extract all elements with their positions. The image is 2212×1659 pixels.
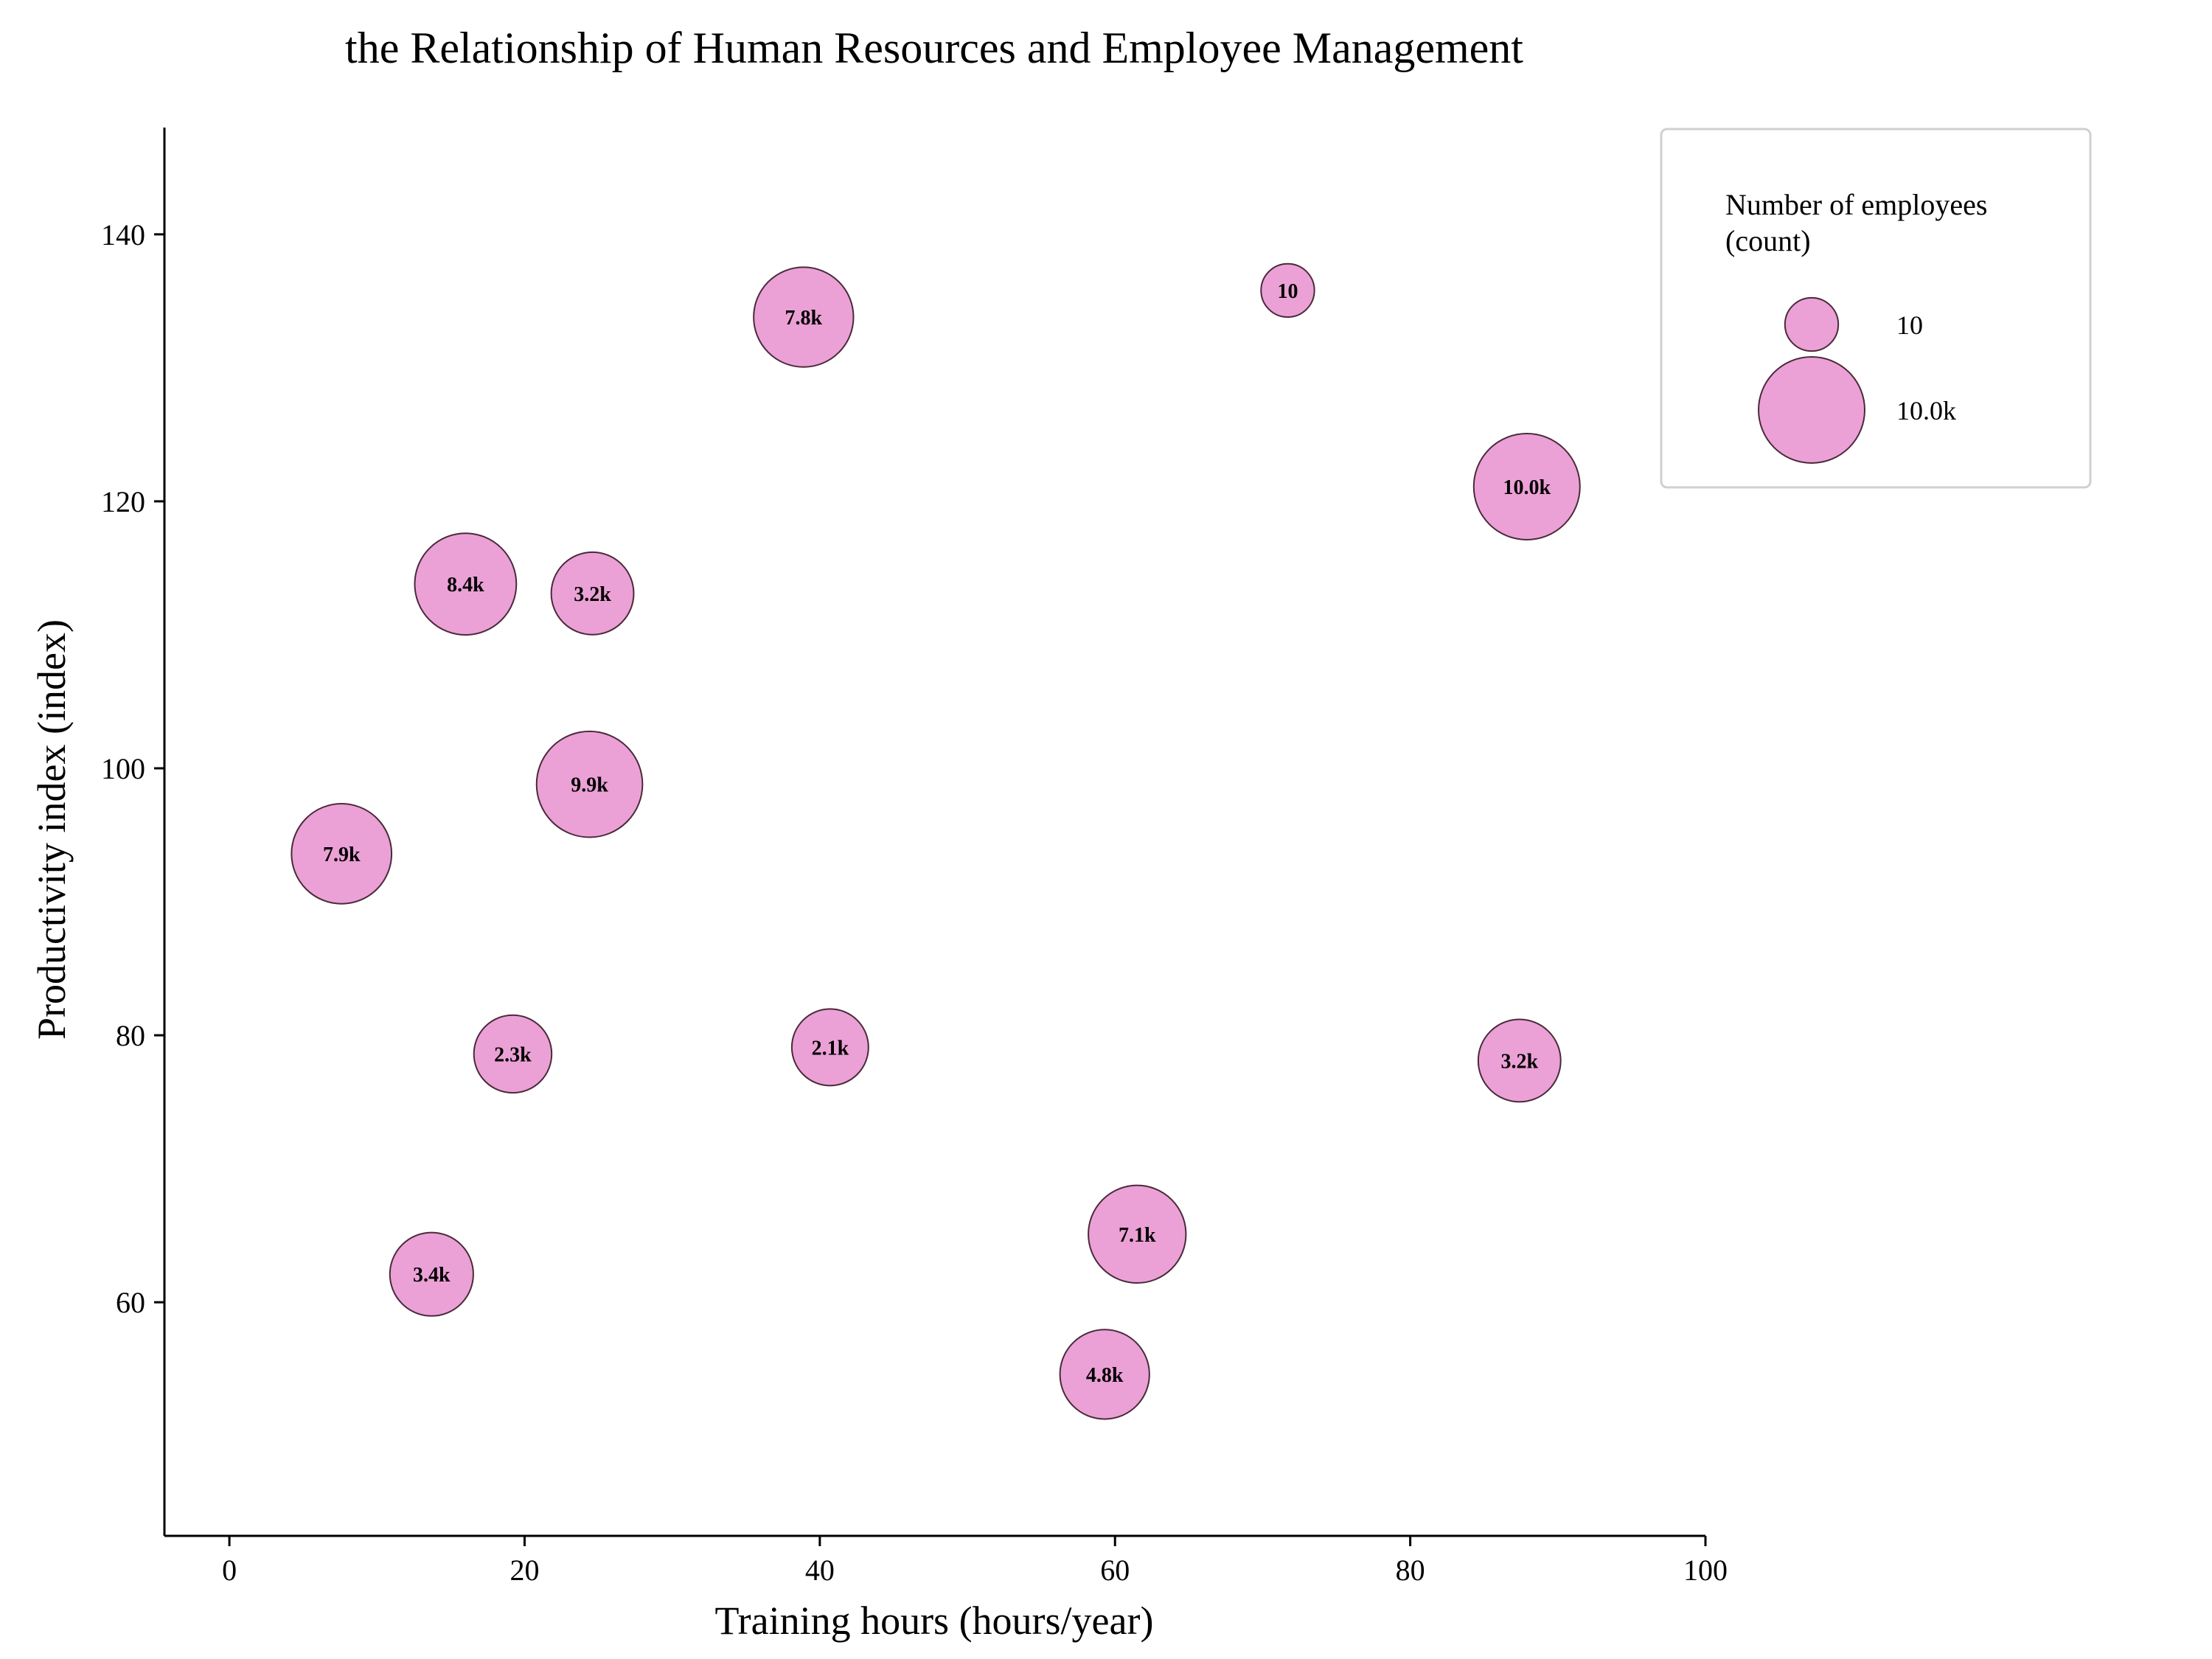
legend-entries: 10 10.0k	[1758, 296, 1956, 464]
legend-bubble	[1758, 356, 1865, 464]
legend-entry-label: 10	[1896, 310, 1923, 340]
data-bubble	[1477, 1018, 1562, 1103]
legend-bubble	[1784, 296, 1840, 352]
x-tick-label: 40	[805, 1554, 835, 1587]
data-bubble	[473, 1014, 553, 1094]
bubble-data-label: 4.8k	[1086, 1364, 1124, 1387]
y-tick-label: 80	[116, 1019, 145, 1052]
data-bubble	[1472, 433, 1581, 541]
data-bubble	[790, 1008, 869, 1087]
bubble-data-label: 7.1k	[1119, 1224, 1156, 1247]
data-bubble	[291, 802, 393, 905]
data-bubble	[389, 1231, 474, 1317]
axes	[163, 128, 1705, 1537]
y-tick-label: 100	[101, 752, 145, 785]
data-bubble	[1260, 262, 1315, 319]
y-tick-label: 60	[116, 1286, 145, 1319]
x-ticks: 0 20 40 60 80 100	[222, 1536, 1728, 1587]
x-tick-label: 100	[1683, 1554, 1728, 1587]
data-bubble	[1088, 1184, 1187, 1284]
bubbles: 7.8k 10 10.0k 8.4k 3.2k 9.9k 7.9k 2.3k 2.1k 3.2k 7…	[291, 262, 1581, 1420]
data-bubble	[535, 730, 644, 838]
data-bubble	[550, 551, 635, 636]
y-axis-label: Productivity index (index)	[29, 619, 74, 1040]
data-bubble	[1059, 1329, 1150, 1420]
y-tick-label: 120	[101, 485, 145, 518]
bubble-data-label: 7.9k	[323, 844, 361, 866]
data-bubble	[753, 266, 855, 368]
legend-title-line1: Number of employees	[1725, 188, 1987, 221]
bubble-data-label: 10	[1277, 280, 1298, 303]
chart-title: the Relationship of Human Resources and …	[345, 24, 1523, 72]
bubble-data-label: 2.1k	[812, 1037, 849, 1060]
bubble-data-label: 3.2k	[1500, 1050, 1538, 1073]
x-tick-label: 80	[1396, 1554, 1425, 1587]
x-tick-label: 20	[509, 1554, 539, 1587]
legend-entry-label: 10.0k	[1896, 396, 1956, 425]
bubble-data-label: 2.3k	[494, 1043, 532, 1066]
data-bubble	[414, 532, 518, 636]
y-tick-label: 140	[101, 218, 145, 251]
bubble-data-label: 3.4k	[413, 1264, 451, 1287]
y-ticks: 60 80 100 120 140	[101, 218, 164, 1319]
legend-title-line2: (count)	[1725, 224, 1811, 257]
bubble-data-label: 10.0k	[1503, 476, 1551, 499]
bubble-data-label: 3.2k	[574, 583, 611, 606]
legend: Number of employees (count) 10 10.0k	[1660, 128, 2092, 489]
bubble-data-label: 9.9k	[571, 774, 608, 797]
bubble-data-label: 8.4k	[447, 574, 484, 597]
x-axis-label: Training hours (hours/year)	[715, 1599, 1154, 1643]
x-tick-label: 0	[222, 1554, 237, 1587]
bubble-data-label: 7.8k	[785, 307, 823, 330]
legend-box	[1660, 128, 2092, 489]
x-tick-label: 60	[1100, 1554, 1130, 1587]
